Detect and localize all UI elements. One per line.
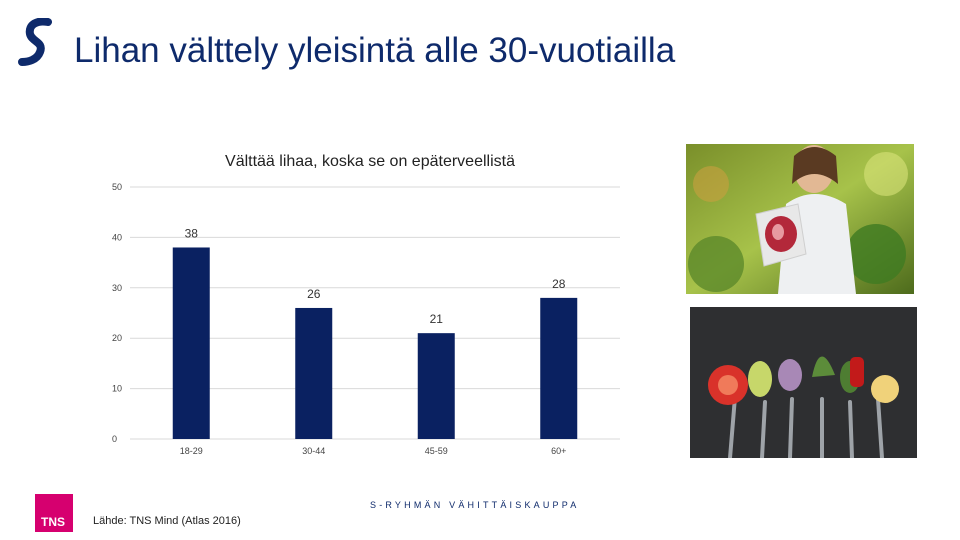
slide-title: Lihan välttely yleisintä alle 30-vuotiai… bbox=[74, 31, 676, 70]
bar bbox=[172, 247, 210, 439]
tns-logo: TNS bbox=[35, 494, 73, 532]
s-group-logo bbox=[18, 18, 52, 66]
data-label: 28 bbox=[552, 277, 566, 291]
source-note: Lähde: TNS Mind (Atlas 2016) bbox=[93, 515, 241, 527]
y-tick-label: 50 bbox=[112, 182, 122, 192]
y-tick-label: 0 bbox=[112, 434, 117, 444]
y-tick-label: 30 bbox=[112, 283, 122, 293]
y-tick-label: 20 bbox=[112, 333, 122, 343]
x-tick-label: 18-29 bbox=[180, 446, 203, 456]
vegetables-on-forks-photo bbox=[690, 307, 917, 458]
bar bbox=[540, 297, 578, 439]
y-tick-label: 40 bbox=[112, 232, 122, 242]
data-label: 38 bbox=[185, 226, 199, 240]
data-label: 21 bbox=[430, 312, 444, 326]
x-tick-label: 30-44 bbox=[302, 446, 325, 456]
data-label: 26 bbox=[307, 287, 321, 301]
x-tick-label: 60+ bbox=[551, 446, 566, 456]
brand-text: S-RYHMÄN VÄHITTÄISKAUPPA bbox=[370, 500, 580, 510]
x-tick-label: 45-59 bbox=[425, 446, 448, 456]
bar-chart: 0 10 20 30 40 50 38 18-29 26 30-44 21 45-59 28 60+ bbox=[112, 182, 620, 456]
chart-title: Välttää lihaa, koska se on epäterveellis… bbox=[225, 153, 515, 170]
y-tick-label: 10 bbox=[112, 384, 122, 394]
bar bbox=[417, 333, 455, 439]
bar bbox=[295, 307, 333, 439]
tns-logo-text: TNS bbox=[41, 515, 65, 529]
woman-holding-packaged-meat-photo bbox=[686, 144, 914, 294]
